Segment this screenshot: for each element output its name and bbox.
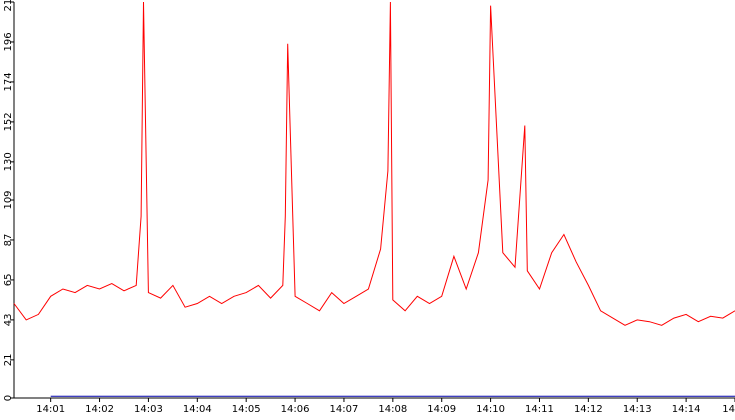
- y-tick-label: 109: [3, 190, 14, 209]
- y-tick-label: 218: [3, 0, 14, 12]
- y-tick-label: 65: [3, 274, 14, 287]
- x-tick-label: 14:10: [476, 404, 505, 415]
- x-tick-label: 14:04: [183, 404, 212, 415]
- y-axis: 0 21 43 65 87 109 130 152 174 196 218: [3, 0, 15, 401]
- x-tick-label: 14:02: [85, 404, 114, 415]
- x-tick-label: 14:01: [36, 404, 65, 415]
- x-tick-label: 14:13: [623, 404, 652, 415]
- x-tick-label: 14:11: [525, 404, 554, 415]
- x-tick-label: 14:08: [378, 404, 407, 415]
- y-tick-label: 174: [3, 72, 14, 91]
- x-tick-label: 14:07: [330, 404, 359, 415]
- y-tick-label: 130: [3, 152, 14, 171]
- y-tick-label: 0: [3, 395, 14, 401]
- x-tick-label: 14:06: [281, 404, 310, 415]
- y-tick-label: 21: [3, 353, 14, 366]
- x-axis: 14:01 14:02 14:03 14:04 14:05 14:06 14:07 14:08…: [14, 397, 735, 415]
- y-tick-label: 152: [3, 112, 14, 131]
- x-tick-label: 14: [722, 404, 735, 415]
- y-tick-label: 196: [3, 32, 14, 51]
- x-tick-label: 14:09: [427, 404, 456, 415]
- x-tick-label: 14:12: [574, 404, 603, 415]
- y-tick-label: 43: [3, 314, 14, 327]
- series-layer: [13, 1, 735, 397]
- x-tick-label: 14:14: [672, 404, 701, 415]
- y-tick-label: 87: [3, 234, 14, 247]
- x-tick-label: 14:03: [134, 404, 163, 415]
- x-tick-label: 14:05: [232, 404, 261, 415]
- series-line-1: [13, 1, 735, 326]
